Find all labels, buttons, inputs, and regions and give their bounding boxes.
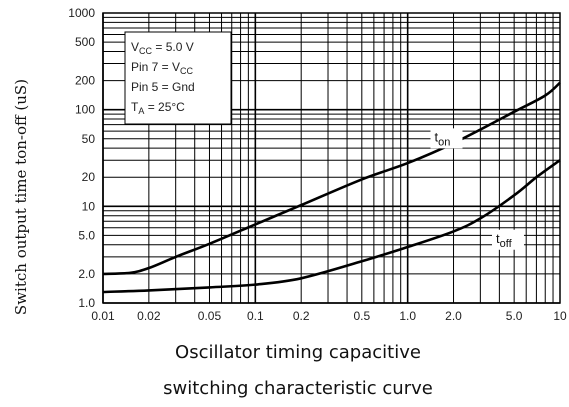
conditions-box-bg xyxy=(124,31,232,125)
x-tick-label: 5.0 xyxy=(506,309,523,323)
y-tick-label: 1000 xyxy=(68,6,95,20)
x-tick-label: 2.0 xyxy=(445,309,462,323)
x-tick-label: 0.5 xyxy=(353,309,370,323)
y-tick-label: 200 xyxy=(75,74,95,88)
curve-labels: ton toff xyxy=(430,128,524,250)
x-tick-label: 0.2 xyxy=(293,309,310,323)
curve-label-bg xyxy=(430,128,463,149)
x-tick-label: 0.01 xyxy=(91,309,115,323)
series-line-toff xyxy=(102,159,561,294)
plot-frame xyxy=(102,12,561,304)
x-tick-label: 0.05 xyxy=(198,309,222,323)
y-tick-label: 5.0 xyxy=(78,228,95,242)
curves xyxy=(102,81,561,294)
x-tick-label: 0.1 xyxy=(247,309,264,323)
x-tick-label: 0.02 xyxy=(137,309,161,323)
conditions-box: VCC = 5.0 V Pin 7 = VCC Pin 5 = Gnd TA =… xyxy=(124,31,232,125)
x-tick-labels: 0.01 0.02 0.05 0.1 0.2 0.5 1.0 2.0 5.0 10 xyxy=(91,309,567,323)
y-tick-label: 20 xyxy=(82,170,96,184)
condition-pin7: Pin 7 = VCC xyxy=(131,60,194,76)
y-tick-labels: 1.0 2.0 5.0 10 20 50 100 200 500 1000 xyxy=(68,6,95,310)
y-tick-label: 10 xyxy=(82,199,96,213)
figure-caption: switching characteristic curve xyxy=(163,378,433,399)
x-tick-label: 10 xyxy=(553,309,567,323)
curve-label-ton: ton xyxy=(434,129,450,148)
y-tick-label: 500 xyxy=(75,35,95,49)
x-axis-label: Oscillator timing capacitive xyxy=(175,342,421,363)
y-tick-label: 50 xyxy=(82,132,96,146)
y-tick-label: 1.0 xyxy=(78,296,95,310)
series-line-ton xyxy=(102,81,561,276)
condition-pin5: Pin 5 = Gnd xyxy=(131,80,195,94)
curve-label-bg xyxy=(491,229,524,250)
x-tick-label: 1.0 xyxy=(399,309,416,323)
y-tick-label: 100 xyxy=(75,103,95,117)
condition-ta: TA = 25°C xyxy=(131,100,185,116)
y-tick-label: 2.0 xyxy=(78,267,95,281)
curve-label-toff: toff xyxy=(496,231,513,250)
y-axis-label: Switch output time ton-off (uS) xyxy=(12,79,30,315)
